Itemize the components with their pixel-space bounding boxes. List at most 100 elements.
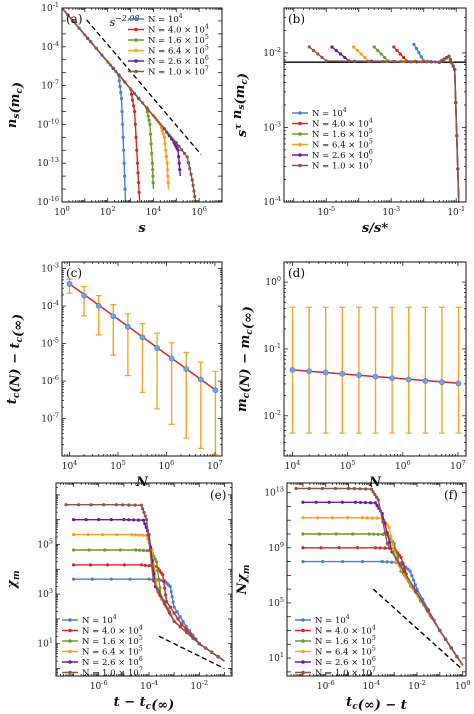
series-point: [164, 155, 169, 159]
legend-label: N = 1.0 × 107: [148, 66, 209, 78]
series-point: [123, 187, 127, 191]
series-point: [122, 518, 126, 522]
series-line: [62, 8, 141, 202]
series-point: [162, 579, 166, 584]
plot-area: [66, 278, 219, 456]
plot-area: [64, 503, 225, 670]
series-point: [127, 518, 131, 522]
series-point: [210, 650, 214, 654]
legend-item: N = 6.4 × 105: [295, 646, 376, 658]
series-point: [373, 501, 378, 505]
legend-label: N = 1.0 × 107: [82, 667, 143, 679]
legend-label: N = 1.6 × 105: [315, 635, 376, 647]
ticks: [286, 483, 466, 676]
series-point: [392, 45, 396, 49]
series-point: [135, 148, 139, 152]
x-tick-label: 10-4: [363, 679, 381, 692]
series-point: [385, 542, 389, 546]
series-point: [160, 129, 164, 133]
series-point: [369, 487, 373, 491]
data-point: [339, 370, 346, 377]
series-point: [71, 563, 76, 567]
series-point: [301, 500, 305, 504]
series-point: [401, 561, 405, 565]
ticks: [283, 7, 467, 203]
y-tick-label: 10-10: [37, 117, 59, 130]
series-point: [165, 161, 169, 165]
y-axis-label: ns(mc): [5, 82, 26, 128]
series-point: [143, 563, 147, 567]
series-point: [398, 563, 403, 567]
series-point: [143, 514, 147, 518]
power-law-guide: [372, 588, 461, 669]
series-point: [324, 59, 328, 63]
series-point: [320, 55, 324, 60]
series-point: [301, 559, 305, 564]
data-point: [168, 355, 175, 362]
series-point: [399, 555, 403, 560]
series-point: [148, 548, 152, 552]
series-point: [145, 549, 149, 553]
y-tick-label: 10-3: [41, 262, 59, 275]
legend-label: N = 6.4 × 105: [82, 646, 143, 658]
legend-item: N = 1.0 × 107: [295, 667, 376, 679]
series-point: [456, 167, 460, 171]
series-point: [132, 109, 137, 114]
panel-a: 100 102 104 106 10-16 10-13 10-10 10-7 10-4 10-1 s…: [5, 1, 223, 236]
series-point: [118, 548, 122, 552]
series-point: [84, 518, 88, 522]
y-tick-label: 10-6: [41, 374, 59, 387]
series-point: [150, 563, 154, 567]
x-axis-label: tc(∞) − t: [346, 695, 407, 713]
series-point: [177, 161, 181, 165]
series-point: [351, 532, 355, 536]
legend-item: N = 4.0 × 104: [62, 625, 143, 637]
legend-item: N = 4.0 × 104: [292, 118, 373, 130]
series-point: [135, 161, 140, 165]
series-point: [440, 59, 444, 63]
x-tick-label: 105: [110, 459, 126, 472]
series-point: [355, 48, 360, 53]
legend-label: N = 1.0 × 107: [315, 667, 376, 679]
series-point: [381, 59, 385, 64]
ticks: [61, 7, 223, 203]
series-point: [71, 577, 76, 581]
legend-item: N = 2.6 × 106: [292, 149, 373, 161]
series-point: [385, 560, 389, 564]
y-tick-label: 10-2: [263, 409, 281, 422]
data-point: [356, 372, 362, 379]
legend-label: N = 104: [315, 614, 350, 626]
series-point: [178, 168, 182, 172]
series-point: [151, 578, 156, 583]
series-point: [136, 171, 140, 175]
series-point: [184, 627, 188, 631]
series-point: [97, 518, 101, 522]
y-tick-label: 105: [268, 596, 284, 609]
series-point: [191, 183, 195, 188]
plot-area: [294, 486, 464, 669]
series-point: [177, 155, 181, 159]
series-point: [147, 564, 151, 568]
legend-item: N = 104: [292, 107, 347, 119]
series-point: [103, 548, 107, 552]
legend-item: N = 104: [62, 614, 117, 626]
series-point: [136, 518, 141, 522]
legend-item: N = 6.4 × 105: [128, 45, 209, 57]
data-point: [322, 369, 329, 376]
series-point: [156, 568, 160, 573]
series-point: [168, 605, 172, 609]
series-point: [161, 132, 165, 136]
series-point: [450, 61, 454, 65]
legend-label: N = 104: [148, 13, 183, 25]
series-point: [122, 563, 127, 567]
plot-area: [289, 306, 462, 434]
series-point: [151, 174, 155, 178]
series-point: [168, 585, 172, 589]
series-point: [151, 181, 155, 185]
series-point: [413, 583, 417, 587]
legend-item: N = 1.0 × 107: [62, 667, 143, 679]
series-point: [88, 563, 93, 567]
series-point: [381, 532, 385, 537]
legend-label: N = 4.0 × 104: [148, 24, 209, 36]
